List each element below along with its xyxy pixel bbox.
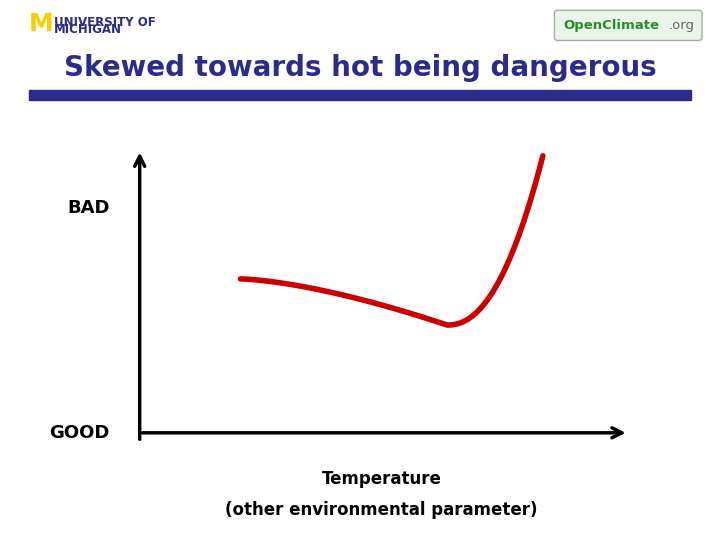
Text: (other environmental parameter): (other environmental parameter) [225,501,538,519]
Text: BAD: BAD [67,199,109,217]
FancyBboxPatch shape [554,10,702,40]
Text: .org: .org [668,19,694,32]
Text: OpenClimate: OpenClimate [564,19,660,32]
Text: M: M [29,12,53,36]
Text: MICHIGAN: MICHIGAN [54,23,122,36]
Text: GOOD: GOOD [49,424,109,442]
Text: Skewed towards hot being dangerous: Skewed towards hot being dangerous [63,53,657,82]
Text: Temperature: Temperature [322,470,441,488]
Text: UNIVERSITY OF: UNIVERSITY OF [54,16,160,29]
Bar [29,90,691,100]
